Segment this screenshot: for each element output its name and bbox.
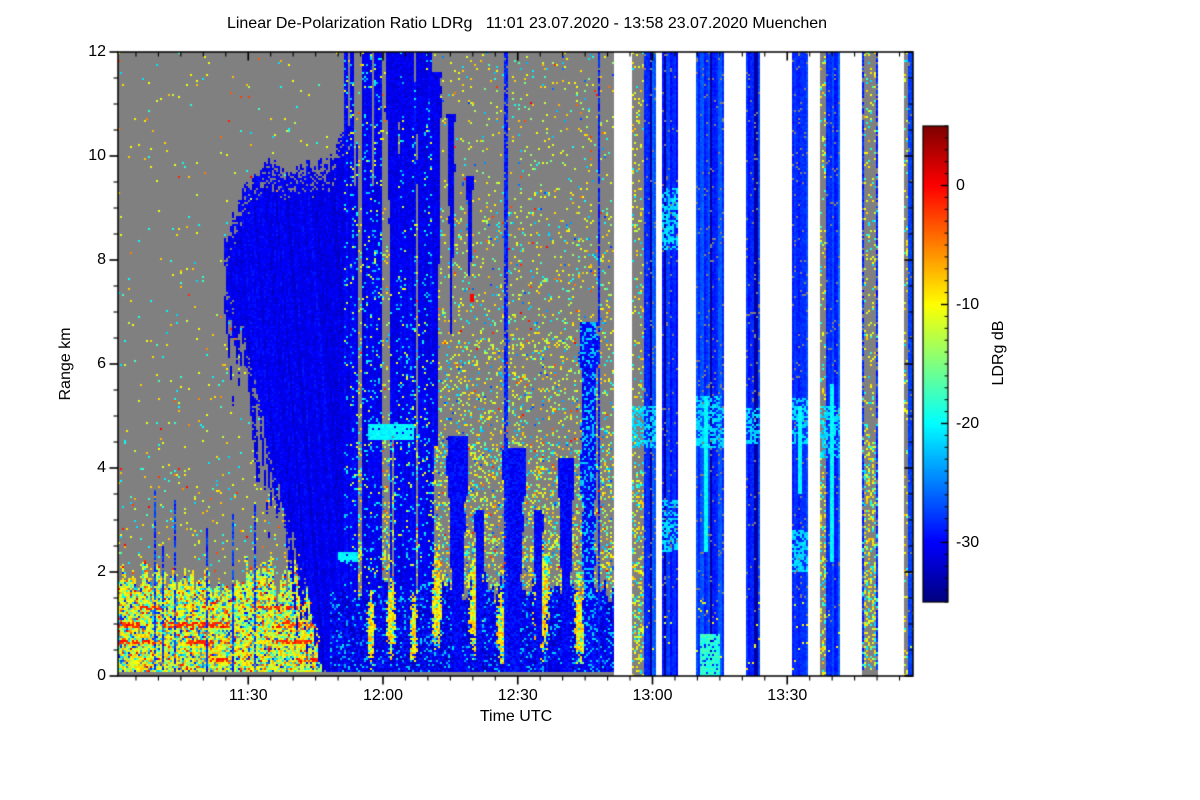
colorbar-label: LDRg dB [990,320,1007,386]
y-axis-label: Range km [57,327,74,401]
plot-title: Linear De-Polarization Ratio LDRg 11:01 … [226,15,828,32]
x-axis-label: Time UTC [479,708,553,725]
